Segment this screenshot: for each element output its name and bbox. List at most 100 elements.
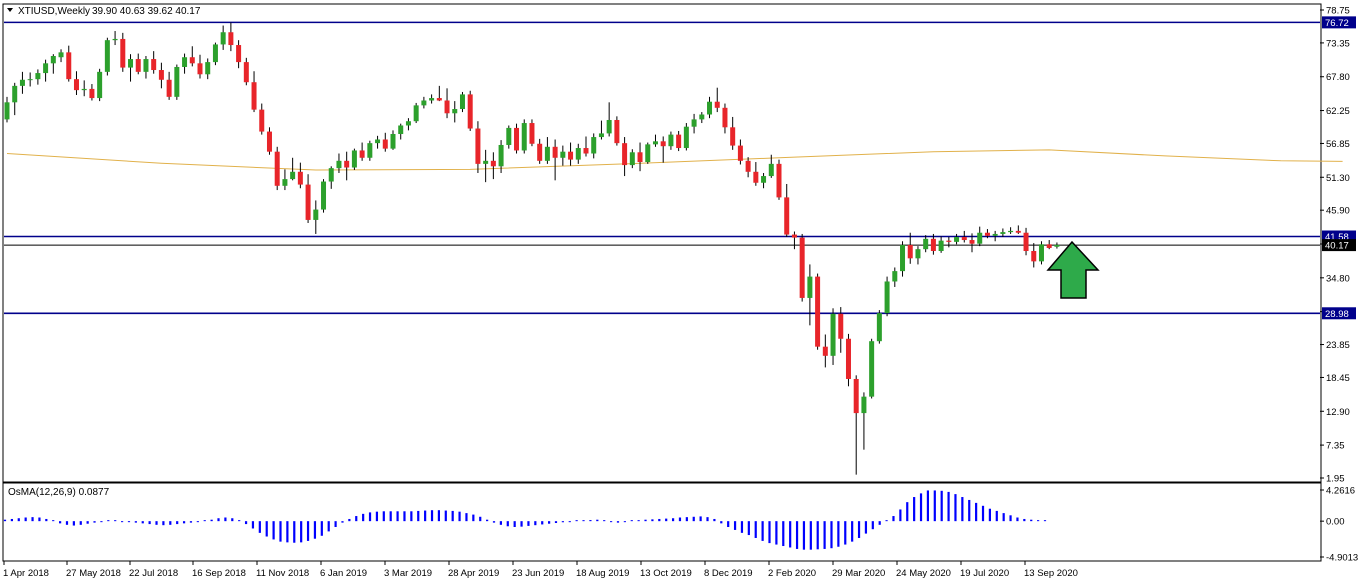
osma-axis: 4.2616 0.00 -4.9013 [1320, 486, 1358, 564]
current-price-label: 40.17 [1325, 241, 1349, 252]
candle [606, 102, 612, 137]
candle-body-bull [598, 133, 604, 138]
candle [768, 154, 774, 178]
candle [961, 230, 967, 243]
candle [915, 246, 921, 265]
candle [27, 72, 33, 87]
candle-body-bull [112, 38, 118, 41]
candle [290, 157, 296, 181]
candle [699, 112, 705, 124]
candle-body-bear [189, 57, 195, 64]
candle-body-bear [730, 127, 736, 146]
candle-body-bull [27, 79, 33, 81]
candle [197, 54, 203, 79]
osma-label: OsMA(12,26,9) 0.0877 [8, 487, 110, 498]
candle-body-bull [900, 244, 906, 272]
candle [1031, 243, 1037, 268]
price-plot[interactable] [4, 21, 1343, 475]
candle [707, 96, 713, 119]
candle-body-bear [444, 100, 450, 114]
up-arrow-icon[interactable] [1046, 240, 1100, 299]
candle-body-bear [243, 62, 249, 83]
candle-body-bear [436, 98, 442, 101]
candle-body-bear [969, 240, 975, 244]
candle [907, 232, 913, 264]
candle [807, 264, 813, 326]
candle-body-bull [892, 271, 898, 282]
candle-body-bear [845, 338, 851, 379]
candle-body-bull [830, 313, 836, 356]
candle [166, 71, 172, 100]
candle-body-bull [413, 105, 419, 122]
candle-body-bull [652, 141, 658, 145]
candle [490, 152, 496, 180]
candle [622, 137, 628, 177]
time-tick-label: 23 Jun 2019 [512, 568, 564, 579]
candle-body-bull [560, 151, 566, 158]
candle [498, 140, 504, 174]
candle [158, 62, 164, 89]
candle-body-bear [529, 123, 535, 144]
candle [683, 123, 689, 151]
candle-body-bear [637, 152, 643, 163]
candle-body-bull [699, 114, 705, 120]
candle-body-bull [992, 233, 998, 236]
chart-menu-triangle-icon[interactable] [7, 8, 13, 12]
candle-body-bull [35, 73, 41, 80]
time-tick-label: 11 Nov 2018 [256, 568, 309, 579]
candle [421, 96, 427, 109]
candle-body-bull [58, 52, 64, 58]
candle [853, 375, 859, 475]
candle-body-bull [1038, 244, 1044, 262]
candle-body-bull [328, 168, 334, 182]
candle-body-bull [683, 126, 689, 149]
candle-body-bear [274, 151, 280, 186]
candle [691, 113, 697, 134]
candle [89, 84, 95, 101]
candle-body-bull [498, 144, 504, 167]
candle [436, 85, 442, 102]
candle-body-bear [745, 160, 751, 172]
candle-body-bear [583, 148, 589, 154]
candle [946, 236, 952, 248]
candle-body-bear [815, 276, 821, 347]
candle-body-bear [676, 134, 682, 149]
candle [984, 229, 990, 239]
candle [822, 334, 828, 368]
candle-body-bull [174, 66, 180, 97]
candle [575, 143, 581, 164]
candle [259, 103, 265, 135]
candle [483, 149, 489, 183]
candle-body-bull [452, 109, 458, 114]
candle-body-bull [50, 56, 56, 64]
candle [135, 53, 141, 75]
candle-body-bull [459, 94, 465, 110]
candle [212, 42, 218, 66]
candle-body-bull [938, 240, 944, 252]
candle [753, 162, 759, 186]
time-tick-label: 13 Oct 2019 [640, 568, 692, 579]
candle-body-bear [1031, 251, 1037, 262]
candle-body-bear [946, 240, 952, 242]
level-label: 28.98 [1325, 309, 1349, 320]
candle [19, 71, 25, 94]
candle [876, 310, 882, 344]
candle [4, 96, 10, 123]
candle [266, 127, 272, 155]
candle-body-bull [128, 59, 134, 68]
level-badge [1322, 307, 1356, 320]
candle [205, 58, 211, 80]
candle [35, 69, 41, 85]
candle [305, 174, 311, 223]
candle [236, 40, 242, 69]
candle [930, 233, 936, 255]
candle [1008, 227, 1014, 234]
price-tick-label: 73.35 [1326, 38, 1350, 49]
candle-body-bear [799, 237, 805, 298]
candle-body-bull [220, 32, 226, 45]
candle [429, 94, 435, 104]
price-tick-label: 34.80 [1326, 273, 1350, 284]
price-tick-label: 23.85 [1326, 340, 1350, 351]
